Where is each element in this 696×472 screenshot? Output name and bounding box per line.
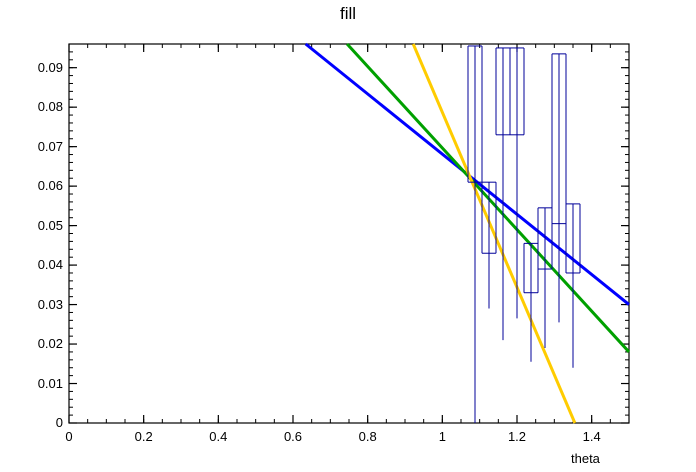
- y-tick-label: 0.04: [37, 257, 63, 273]
- y-tick-label: 0: [55, 415, 63, 430]
- x-tick-label: 1.4: [582, 429, 601, 444]
- y-tick-label: 0.02: [37, 336, 63, 352]
- x-axis-title: theta: [571, 451, 600, 466]
- x-tick-label: 1.2: [507, 429, 527, 444]
- x-tick-label: 0: [65, 429, 73, 444]
- y-tick-label: 0.03: [37, 296, 63, 312]
- series-histogram-data: [467, 45, 581, 423]
- x-tick-label: 0.6: [283, 429, 303, 444]
- series-fit-gold: [411, 43, 577, 424]
- y-tick-label: 0.09: [37, 59, 63, 75]
- y-tick-label: 0.07: [37, 138, 63, 154]
- x-tick-label: 0.8: [358, 429, 377, 444]
- axis-ticks: [68, 43, 630, 424]
- y-tick-label: 0.05: [37, 217, 63, 233]
- x-tick-label: 1: [438, 429, 446, 444]
- y-tick-label: 0.08: [37, 99, 63, 115]
- series-fit-green: [346, 42, 631, 353]
- y-tick-label: 0.01: [37, 375, 63, 391]
- x-tick-label: 0.4: [209, 429, 228, 444]
- y-tick-label: 0.06: [37, 178, 63, 194]
- data-series-group: [304, 42, 631, 424]
- x-tick-label: 0.2: [134, 429, 153, 444]
- chart-title: fill: [339, 4, 357, 23]
